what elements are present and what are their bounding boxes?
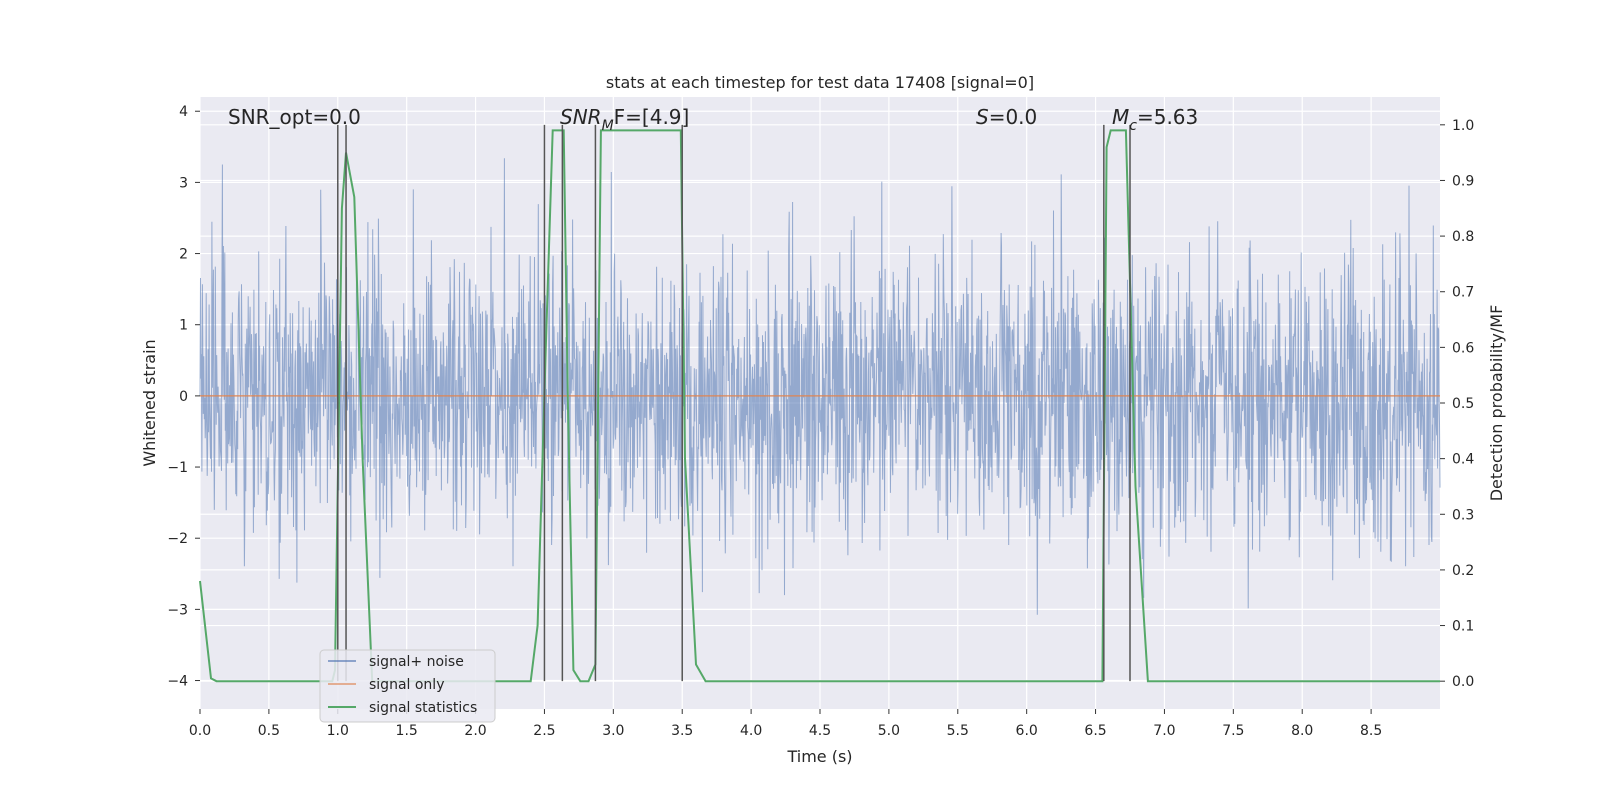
x-tick-label: 7.0 (1153, 723, 1175, 739)
y-tick-label-left: 1 (179, 318, 188, 334)
y-tick-label-left: 3 (179, 175, 188, 191)
x-tick-label: 3.5 (671, 723, 693, 739)
y-tick-label-left: 4 (179, 104, 188, 120)
legend-label-noise: signal+ noise (369, 654, 464, 670)
noise-trace (199, 158, 1441, 615)
x-tick-label: 2.5 (533, 723, 555, 739)
chart-title: stats at each timestep for test data 174… (606, 73, 1034, 92)
y-tick-label-right: 0.2 (1452, 563, 1474, 579)
y-tick-label-left: −2 (167, 531, 188, 547)
annotation-snr-mf: SNRMF=[4.9] (560, 105, 689, 134)
x-tick-label: 4.0 (740, 723, 762, 739)
signal-noise-series (199, 158, 1441, 615)
y-tick-label-left: −4 (167, 674, 188, 690)
x-tick-label: 5.5 (947, 723, 969, 739)
y-tick-label-right: 0.6 (1452, 340, 1474, 356)
y-tick-label-right: 0.5 (1452, 396, 1474, 412)
annotation-snr-mf-main: SNR (560, 105, 602, 129)
x-axis-ticks: 0.0 0.5 1.0 1.5 2.0 2.5 3.0 3.5 4.0 4.5 5.0 5.5 6.0 6… (189, 709, 1382, 739)
y-tick-label-right: 0.0 (1452, 674, 1474, 690)
signal-statistics-series (199, 129, 1440, 683)
x-tick-label: 6.0 (1016, 723, 1038, 739)
y-tick-label-right: 0.3 (1452, 507, 1474, 523)
y-tick-label-right: 1.0 (1452, 118, 1474, 134)
statistics-line (199, 129, 1440, 683)
legend: signal+ noise signal only signal statist… (319, 649, 496, 723)
annotation-mc-main: M (1112, 105, 1129, 129)
annotation-mc: Mc=5.63 (1112, 105, 1198, 134)
annotation-s: S=0.0 (976, 105, 1037, 129)
annotation-s-main: S (976, 105, 989, 129)
x-tick-label: 8.0 (1291, 723, 1313, 739)
y-tick-label-right: 0.4 (1452, 452, 1474, 468)
left-y-axis-ticks: −4 −3 −2 −1 0 1 2 3 4 (167, 104, 200, 690)
annotation-mc-sub: c (1129, 118, 1137, 134)
x-tick-label: 1.5 (396, 723, 418, 739)
x-tick-label: 5.0 (878, 723, 900, 739)
y-tick-label-right: 0.1 (1452, 619, 1474, 635)
legend-box (319, 649, 496, 723)
right-y-axis-ticks: 0.0 0.1 0.2 0.3 0.4 0.5 0.6 0.7 0.8 0.9 1.0 (1440, 118, 1474, 690)
left-y-axis-label: Whitened strain (140, 339, 159, 466)
y-tick-label-right: 0.8 (1452, 229, 1474, 245)
legend-label-signal-only: signal only (369, 677, 444, 693)
vertical-marker-lines (337, 124, 1131, 682)
annotation-snr-mf-rest: F=[4.9] (614, 105, 690, 129)
annotation-s-rest: =0.0 (989, 105, 1038, 129)
y-tick-label-left: 2 (179, 247, 188, 263)
y-tick-label-left: −3 (167, 602, 188, 618)
x-tick-label: 1.0 (327, 723, 349, 739)
x-tick-label: 2.0 (464, 723, 486, 739)
y-tick-label-right: 0.7 (1452, 285, 1474, 301)
right-y-axis-label: Detection probability/MF (1487, 305, 1506, 502)
y-tick-label-left: −1 (167, 460, 188, 476)
x-tick-label: 7.5 (1222, 723, 1244, 739)
annotation-snr-opt: SNR_opt=0.0 (228, 105, 361, 129)
x-tick-label: 3.0 (602, 723, 624, 739)
x-axis-label: Time (s) (786, 747, 852, 766)
x-tick-label: 8.5 (1360, 723, 1382, 739)
y-tick-label-right: 0.9 (1452, 173, 1474, 189)
legend-label-statistics: signal statistics (369, 700, 477, 716)
annotation-snr-mf-sub: M (602, 118, 614, 134)
x-tick-label: 4.5 (809, 723, 831, 739)
annotation-mc-rest: =5.63 (1137, 105, 1198, 129)
x-tick-label: 0.5 (258, 723, 280, 739)
x-tick-label: 0.0 (189, 723, 211, 739)
y-tick-label-left: 0 (179, 389, 188, 405)
x-tick-label: 6.5 (1084, 723, 1106, 739)
